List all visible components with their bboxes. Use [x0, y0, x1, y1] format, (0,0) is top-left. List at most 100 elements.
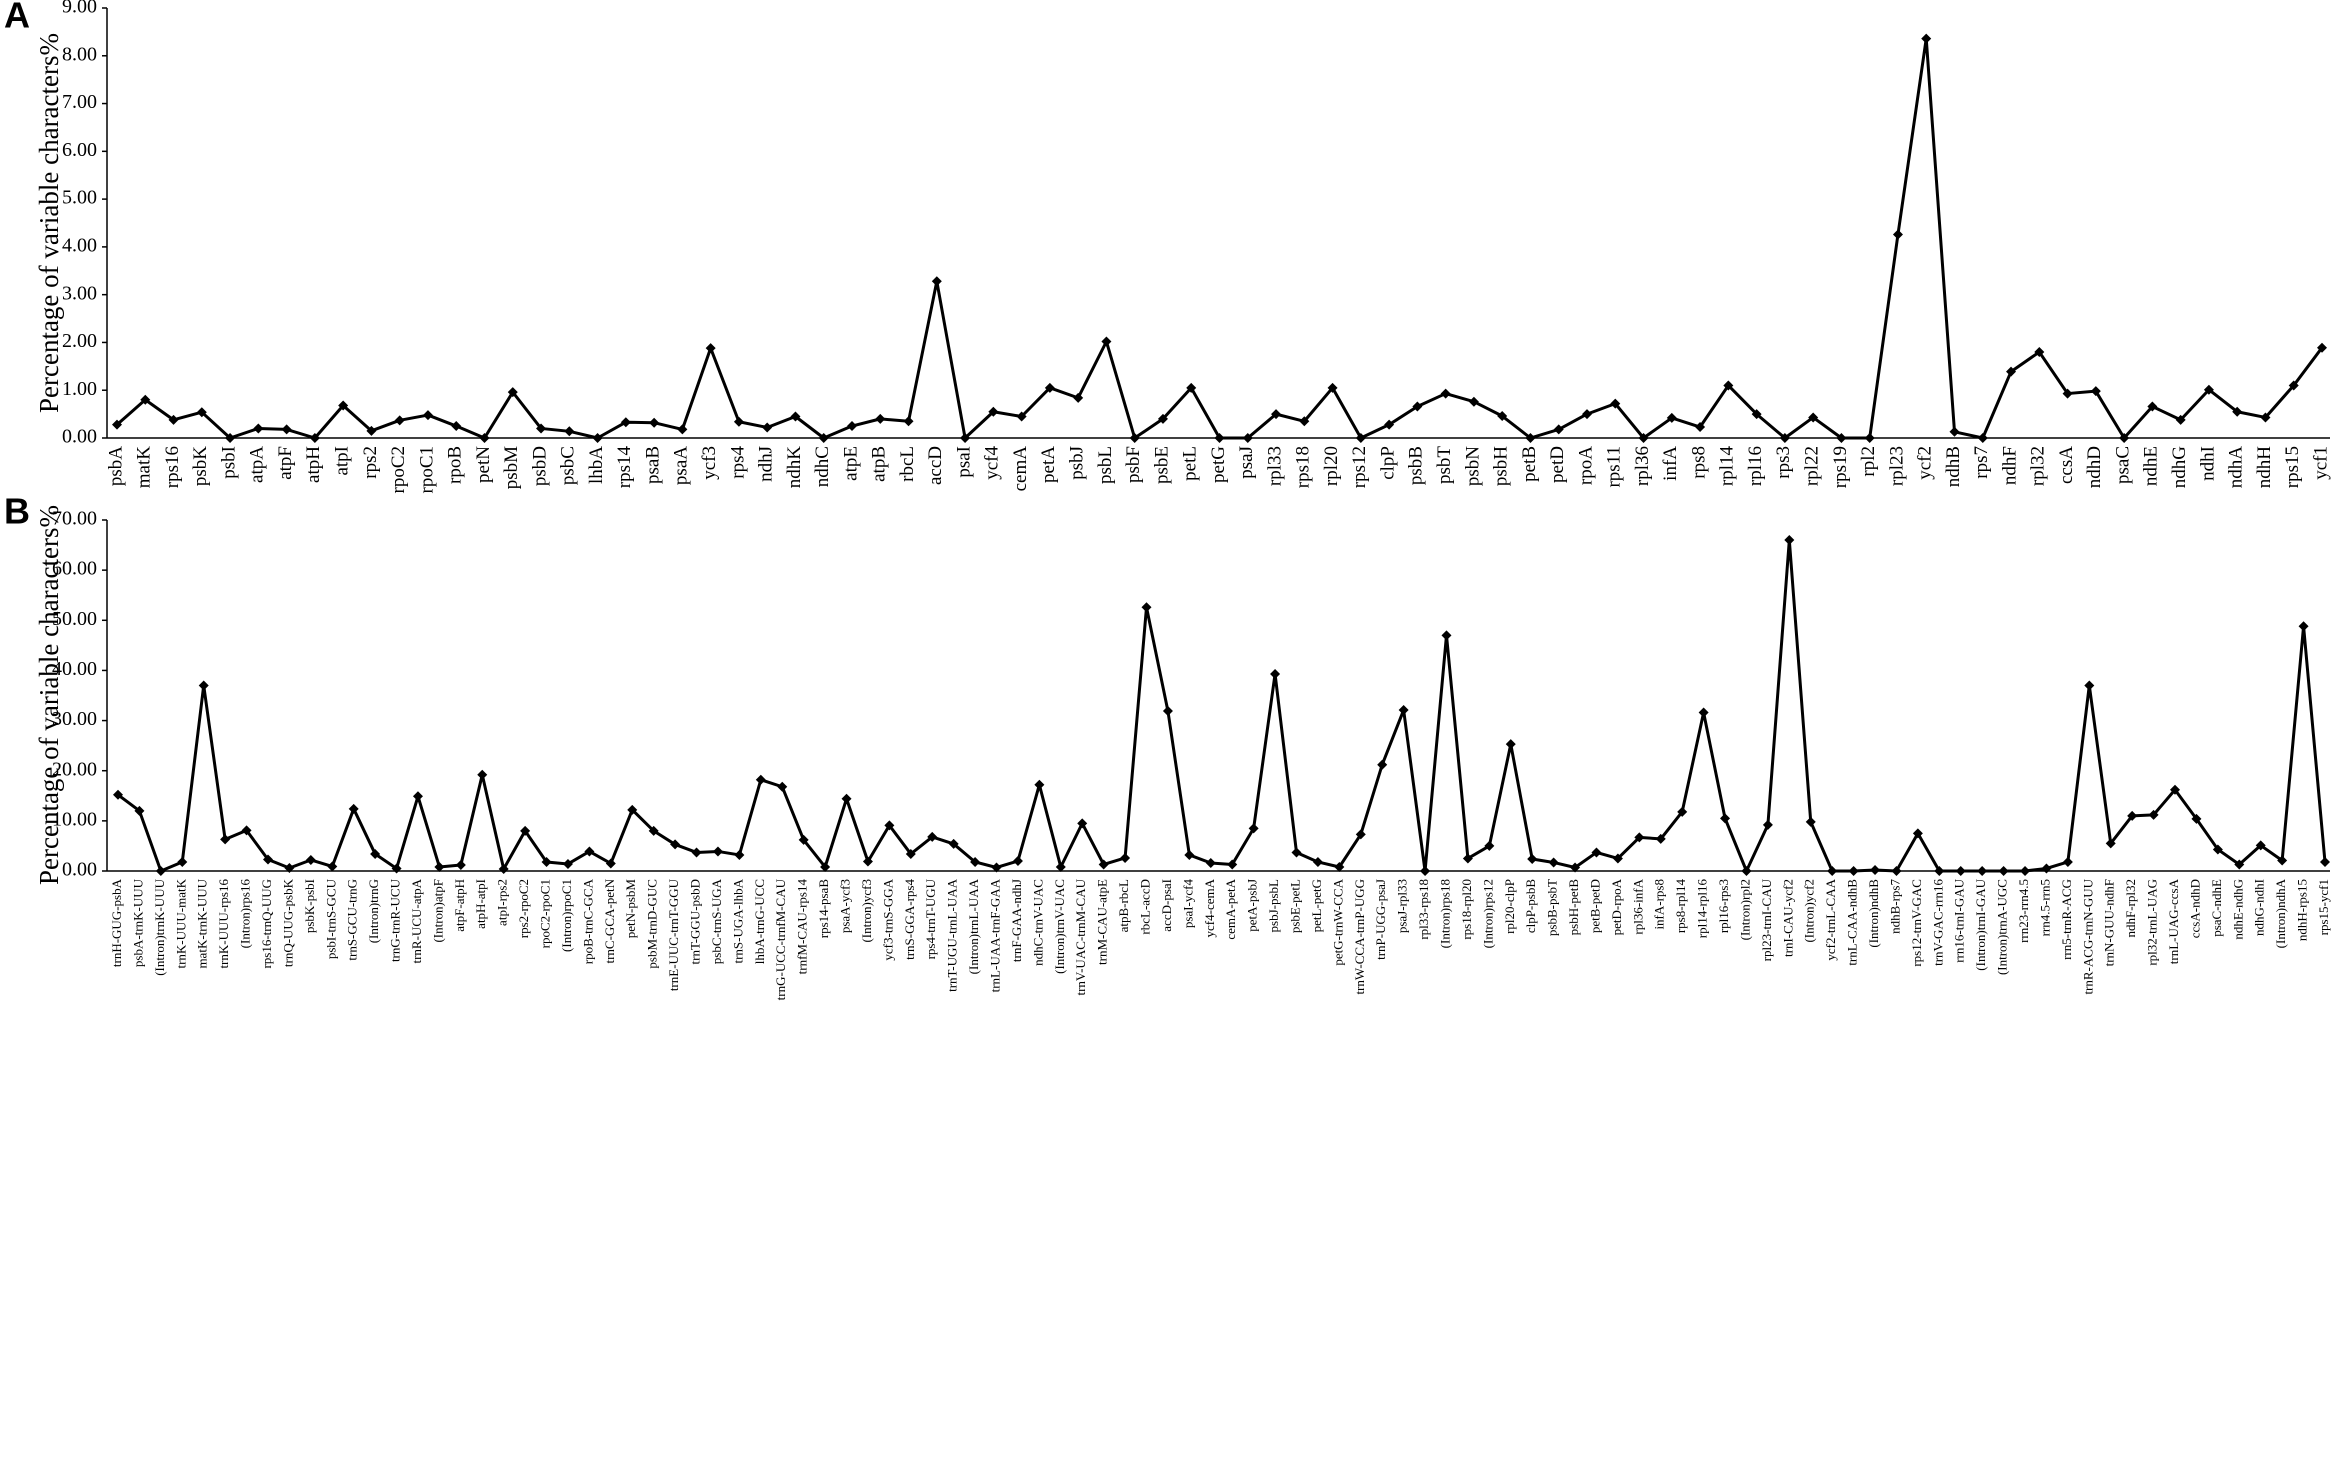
x-tick-label: psbK-psbI — [302, 879, 317, 933]
data-marker — [798, 834, 809, 845]
x-tick-label: psbK — [190, 446, 211, 486]
data-marker — [225, 433, 236, 443]
data-marker — [820, 861, 831, 872]
x-tick-label: psbI-trnS-GCU — [323, 878, 338, 959]
x-tick-label: rpl32-trnL-UAG — [2145, 879, 2160, 966]
x-tick-label: atpI-rps2 — [495, 879, 510, 926]
data-marker — [422, 410, 433, 421]
data-marker — [1698, 707, 1709, 718]
x-tick-label: ndhG — [2169, 446, 2190, 489]
data-marker — [862, 856, 873, 867]
data-marker — [338, 400, 349, 411]
data-marker — [134, 805, 145, 816]
data-line — [117, 538, 2327, 873]
x-tick-label: psbL — [1095, 446, 1116, 484]
x-tick-label: (Intron)rpoC1 — [559, 879, 574, 952]
x-tick-label: atpF — [275, 446, 296, 480]
x-tick-label: trnR-ACG-trnN-GUU — [2080, 878, 2095, 994]
x-tick-label: rps14-psaB — [816, 879, 831, 939]
y-axis-title: Percentage of variable characters% — [34, 33, 64, 413]
x-tick-label: psbJ-psbL — [1266, 879, 1281, 933]
x-tick-label: trnF-GAA-ndhJ — [1009, 879, 1024, 962]
data-marker — [1751, 409, 1762, 420]
x-tick-label: trnE-UUC-trnT-GGU — [666, 878, 681, 991]
x-tick-label: rrn23-rrn4.5 — [2016, 879, 2031, 943]
data-marker — [394, 415, 405, 426]
x-tick-label: (Intron)trnI-GAU — [1973, 878, 1988, 970]
data-marker — [220, 834, 231, 845]
x-tick-label: rps16 — [162, 446, 183, 488]
data-marker — [196, 407, 207, 418]
x-tick-label: accD — [925, 446, 946, 485]
data-marker — [818, 433, 829, 443]
data-marker — [1334, 861, 1345, 872]
x-tick-label: rpoC1 — [416, 446, 437, 494]
data-marker — [875, 413, 886, 424]
x-tick-label: rps15 — [2282, 446, 2303, 488]
data-marker — [649, 417, 660, 428]
x-tick-label: ndhC — [812, 446, 833, 487]
x-tick-label: psaB — [642, 446, 663, 484]
x-tick-label: psaA-ycf3 — [838, 879, 853, 933]
y-tick-label: 7.00 — [62, 91, 97, 113]
data-marker — [1527, 853, 1538, 864]
x-tick-label: trnR-UCU-atpA — [409, 878, 424, 963]
data-marker — [1186, 382, 1197, 393]
data-marker — [733, 416, 744, 427]
data-marker — [1548, 857, 1559, 868]
data-marker — [281, 424, 292, 435]
data-marker — [2127, 810, 2138, 821]
data-marker — [790, 411, 801, 422]
x-tick-label: ndhD — [2084, 446, 2105, 488]
data-marker — [927, 831, 938, 842]
x-tick-label: rpl33-rps18 — [1416, 879, 1431, 940]
data-marker — [988, 406, 999, 417]
data-marker — [755, 774, 766, 785]
x-tick-label: petG — [1208, 446, 1229, 483]
x-tick-label: ycf3-trnS-GGA — [880, 878, 895, 960]
data-marker — [1934, 866, 1945, 876]
data-marker — [520, 825, 531, 836]
x-tick-label: trnL-UAA-trnF-GAA — [987, 878, 1002, 992]
data-marker — [705, 343, 716, 354]
data-marker — [1055, 861, 1066, 872]
data-marker — [620, 417, 631, 428]
data-marker — [2298, 621, 2309, 632]
data-marker — [960, 433, 971, 443]
data-marker — [262, 854, 273, 865]
x-tick-label: rps2-rpoC2 — [516, 879, 531, 938]
x-tick-label: (Intron)ndhB — [1866, 879, 1881, 948]
data-marker — [970, 856, 981, 867]
x-tick-label: trnG-trnR-UCU — [388, 878, 403, 962]
data-marker — [1098, 859, 1109, 870]
x-tick-label: ndhF — [1999, 446, 2020, 485]
y-tick-label: 30.00 — [52, 708, 97, 730]
x-tick-label: ndhI — [2197, 446, 2218, 481]
x-tick-label: ycf4 — [982, 446, 1003, 480]
data-marker — [2020, 866, 2031, 876]
x-tick-label: lhbA-trnG-UCC — [752, 879, 767, 964]
x-tick-label: rpl22 — [1802, 446, 1823, 486]
x-tick-label: trnT-UGU-trnL-UAA — [945, 878, 960, 991]
x-tick-label: (Intron)trnK-UUU — [152, 878, 167, 975]
x-tick-label: trnP-UGG-psaJ — [1373, 879, 1388, 960]
x-tick-label: infA-rps8 — [1652, 879, 1667, 930]
data-marker — [2170, 784, 2181, 795]
data-marker — [2191, 813, 2202, 824]
data-marker — [1299, 416, 1310, 427]
data-marker — [1012, 855, 1023, 866]
data-marker — [1214, 433, 1225, 443]
data-marker — [198, 680, 209, 691]
data-marker — [691, 847, 702, 858]
data-marker — [1848, 866, 1859, 876]
x-tick-label: clpP — [1377, 446, 1398, 480]
x-tick-label: rpl2 — [1858, 446, 1879, 477]
x-tick-label: rbcL-accD — [1137, 879, 1152, 935]
x-tick-label: psbN — [1462, 446, 1483, 486]
data-marker — [1720, 813, 1731, 824]
x-tick-label: trnC-GCA-petN — [602, 878, 617, 963]
data-marker — [177, 856, 188, 867]
data-marker — [931, 276, 942, 287]
data-marker — [1462, 853, 1473, 864]
y-tick-label: 8.00 — [62, 43, 97, 65]
